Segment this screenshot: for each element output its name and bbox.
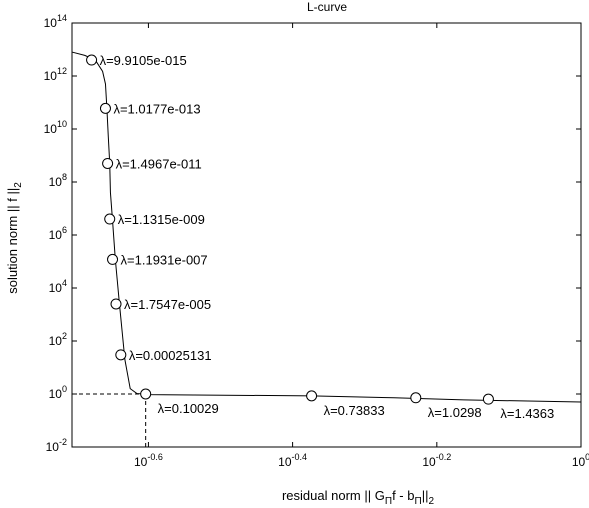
lambda-point <box>140 388 152 400</box>
lambda-labels: λ=9.9105e-015 λ=1.0177e-013 λ=1.4967e-011 λ… <box>100 53 555 421</box>
chart-title: L-curve <box>307 0 347 14</box>
lambda-point <box>410 392 422 404</box>
y-tick-label: 106 <box>49 225 67 242</box>
lambda-label: λ=1.0177e-013 <box>113 101 200 116</box>
x-tick-label: 10-0.6 <box>134 452 163 469</box>
y-tick-label: 100 <box>49 384 67 401</box>
lambda-label: λ=0.73833 <box>324 403 385 418</box>
y-tick-label: 1010 <box>44 119 67 136</box>
x-axis-label: residual norm || GΠf - bΠ||2 <box>282 488 435 507</box>
lambda-point <box>86 54 98 66</box>
y-axis-label: solution norm || f ||2 <box>5 182 24 294</box>
x-axis-ticks: 10-0.6 10-0.4 10-0.2 100 <box>134 23 589 469</box>
lambda-point <box>99 102 111 114</box>
lambda-label: λ=1.1931e-007 <box>121 252 208 267</box>
lambda-label: λ=0.00025131 <box>129 348 212 363</box>
lambda-point <box>115 349 127 361</box>
y-tick-label: 102 <box>49 331 67 348</box>
lambda-label: λ=1.1315e-009 <box>118 212 205 227</box>
lambda-label: λ=1.7547e-005 <box>124 297 211 312</box>
lambda-point <box>107 253 119 265</box>
y-axis-ticks: 10-2 100 102 104 106 108 1010 1012 1014 <box>44 13 581 454</box>
lambda-label: λ=9.9105e-015 <box>100 53 187 68</box>
lambda-label: λ=0.10029 <box>158 401 219 416</box>
x-tick-label: 10-0.2 <box>422 452 451 469</box>
y-tick-label: 1014 <box>44 13 67 30</box>
lambda-point <box>306 390 318 402</box>
lambda-point <box>110 298 122 310</box>
corner-guide-lines <box>72 393 147 447</box>
lambda-label: λ=1.4363 <box>500 406 554 421</box>
x-tick-label: 10-0.4 <box>278 452 307 469</box>
lambda-label: λ=1.4967e-011 <box>116 156 202 171</box>
lambda-points <box>86 54 494 405</box>
x-tick-label: 100 <box>572 452 589 469</box>
y-tick-label: 1012 <box>44 66 67 83</box>
lambda-point <box>102 157 114 169</box>
y-tick-label: 10-2 <box>46 437 67 454</box>
y-tick-label: 104 <box>49 278 67 295</box>
lambda-point <box>482 393 494 405</box>
y-tick-label: 108 <box>49 172 67 189</box>
lambda-label: λ=1.0298 <box>428 405 482 420</box>
lambda-point <box>104 213 116 225</box>
